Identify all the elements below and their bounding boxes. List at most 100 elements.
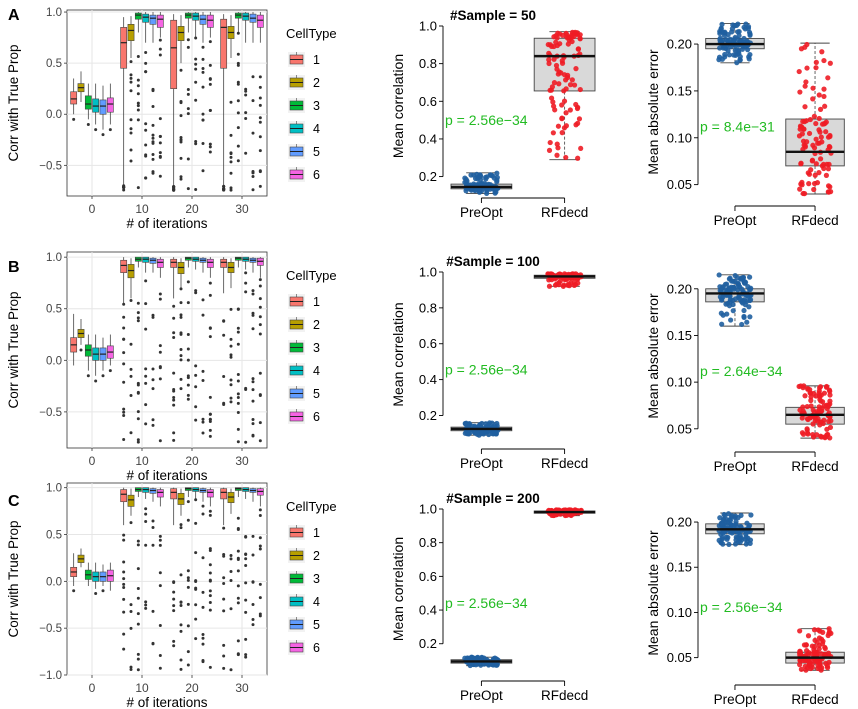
outlier-point <box>229 100 233 104</box>
point-rfdecd <box>803 642 809 648</box>
outlier-point <box>229 152 233 156</box>
panel-label: C <box>8 493 20 510</box>
outlier-point <box>186 347 190 351</box>
outlier-point <box>151 171 155 175</box>
outlier-point <box>144 600 148 604</box>
outlier-point <box>251 580 255 584</box>
outlier-point <box>136 410 140 414</box>
outlier-point <box>222 187 226 191</box>
outlier-point <box>251 422 255 426</box>
outlier-point <box>144 70 148 74</box>
x-tick-label: RFdecd <box>541 456 588 471</box>
outlier-point <box>151 387 155 391</box>
outlier-point <box>222 185 226 189</box>
point-preopt <box>737 54 743 60</box>
point-rfdecd <box>576 116 583 122</box>
outlier-point <box>208 108 212 112</box>
x-axis-title: # of iterations <box>126 216 207 231</box>
point-rfdecd <box>808 403 814 409</box>
outlier-point <box>208 77 212 81</box>
y-tick-label: 0.05 <box>667 421 692 436</box>
point-rfdecd <box>821 390 828 396</box>
point-rfdecd <box>824 405 830 412</box>
x-tick-label: 0 <box>89 681 96 695</box>
outlier-point <box>194 364 198 368</box>
outlier-point <box>129 60 133 64</box>
outlier-point <box>144 327 148 331</box>
point-preopt <box>483 176 489 182</box>
outlier-point <box>222 582 226 586</box>
point-rfdecd <box>822 103 828 109</box>
x-axis-title: # of iterations <box>126 695 207 709</box>
outlier-point <box>258 536 262 540</box>
outlier-point <box>186 383 190 387</box>
point-rfdecd <box>813 120 819 127</box>
x-tick-label: PreOpt <box>714 213 757 228</box>
point-rfdecd <box>807 116 813 123</box>
point-rfdecd <box>807 386 813 393</box>
point-rfdecd <box>572 281 579 288</box>
outlier-point <box>258 170 262 174</box>
outlier-point <box>208 434 212 438</box>
point-rfdecd <box>819 49 825 55</box>
outlier-point <box>244 610 248 614</box>
point-rfdecd <box>821 93 827 100</box>
point-preopt <box>462 420 468 427</box>
point-rfdecd <box>821 57 827 64</box>
outlier-point <box>158 377 162 381</box>
y-tick-label: 0.20 <box>667 515 692 530</box>
point-preopt <box>482 181 488 187</box>
point-rfdecd <box>810 434 817 440</box>
point-rfdecd <box>810 96 816 102</box>
point-rfdecd <box>809 651 815 657</box>
x-tick-label: 20 <box>185 454 199 468</box>
legend-label: 2 <box>313 76 320 90</box>
point-rfdecd <box>546 57 552 63</box>
outlier-point <box>136 55 140 59</box>
outlier-point <box>172 644 176 648</box>
outlier-point <box>229 307 233 311</box>
y-axis-title: Mean absolute error <box>645 530 661 656</box>
outlier-point <box>122 326 126 330</box>
outlier-point <box>151 519 155 523</box>
legend-label: 2 <box>313 318 320 332</box>
point-rfdecd <box>808 397 814 404</box>
point-preopt <box>719 56 725 62</box>
y-tick-label: 1.0 <box>419 502 437 517</box>
outlier-point <box>186 663 190 667</box>
y-tick-label: 1.0 <box>46 252 62 264</box>
outlier-point <box>201 57 205 61</box>
outlier-point <box>244 117 248 121</box>
outlier-point <box>201 605 205 609</box>
outlier-point <box>251 434 255 438</box>
point-rfdecd <box>811 145 818 151</box>
point-rfdecd <box>811 647 817 653</box>
point-preopt <box>741 307 747 314</box>
outlier-point <box>236 326 240 330</box>
outlier-point <box>194 498 198 502</box>
point-rfdecd <box>816 646 822 652</box>
point-rfdecd <box>804 426 810 432</box>
point-rfdecd <box>813 161 819 167</box>
outlier-point <box>144 50 148 54</box>
point-rfdecd <box>817 419 824 425</box>
point-preopt <box>736 29 742 35</box>
outlier-point <box>194 603 198 607</box>
outlier-point <box>136 316 140 320</box>
outlier-point <box>201 632 205 636</box>
outlier-point <box>86 122 90 126</box>
point-preopt <box>747 314 753 320</box>
point-rfdecd <box>802 83 808 89</box>
point-rfdecd <box>564 32 570 38</box>
outlier-point <box>179 114 183 118</box>
outlier-point <box>208 509 212 513</box>
point-rfdecd <box>821 86 827 92</box>
outlier-point <box>151 609 155 613</box>
outlier-point <box>229 557 233 561</box>
point-preopt <box>742 280 748 286</box>
outlier-point <box>186 280 190 284</box>
legend-label: 3 <box>313 341 320 355</box>
outlier-point <box>208 594 212 598</box>
point-rfdecd <box>797 186 803 192</box>
